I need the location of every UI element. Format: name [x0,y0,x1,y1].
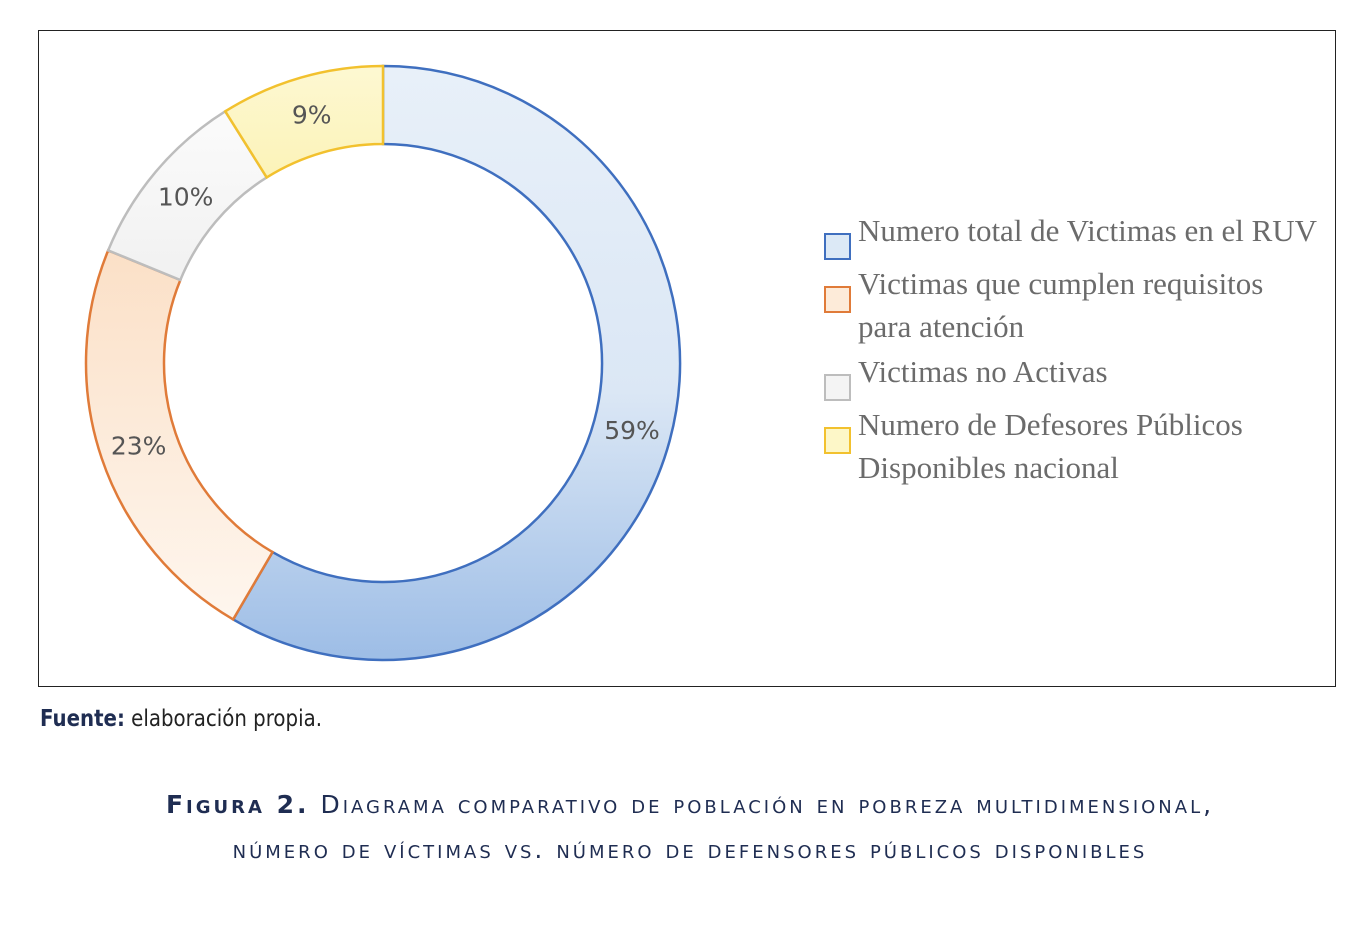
label-victimas-requisitos: 23% [111,431,167,460]
legend-label: Numero de Defesores Públicos Disponibles… [858,407,1243,485]
figure-caption: Figura 2. Diagrama comparativo de poblac… [150,782,1230,872]
legend-swatch [824,286,851,313]
legend-label: Victimas que cumplen requisitos para ate… [858,266,1264,344]
slice-victimas-ruv [231,64,682,662]
legend: Numero total de Victimas en el RUV Victim… [824,209,1324,491]
label-victimas-no-activas: 10% [158,182,214,211]
source-label: Fuente: [40,706,125,732]
legend-item-defensores-publicos: Numero de Defesores Públicos Disponibles… [824,403,1324,489]
chart-frame: 59% 23% 10% 9% Numero total de Victimas en … [38,30,1336,687]
caption-label: Figura 2. [165,790,310,819]
legend-swatch [824,427,851,454]
legend-item-victimas-no-activas: Victimas no Activas [824,350,1324,401]
donut-chart: 59% 23% 10% 9% [84,64,682,662]
legend-label: Numero total de Victimas en el RUV [858,213,1318,248]
figure-source: Fuente: elaboración propia. [40,706,322,732]
caption-text: Diagrama comparativo de población en pob… [232,790,1215,864]
legend-swatch [824,233,851,260]
source-text: elaboración propia. [124,706,322,732]
legend-swatch [824,374,851,401]
label-defensores-publicos: 9% [292,101,332,130]
slice-defensores-publicos [223,64,385,180]
label-victimas-ruv: 59% [604,416,660,445]
legend-item-victimas-ruv: Numero total de Victimas en el RUV [824,209,1324,260]
legend-label: Victimas no Activas [858,354,1108,389]
legend-item-victimas-requisitos: Victimas que cumplen requisitos para ate… [824,262,1324,348]
